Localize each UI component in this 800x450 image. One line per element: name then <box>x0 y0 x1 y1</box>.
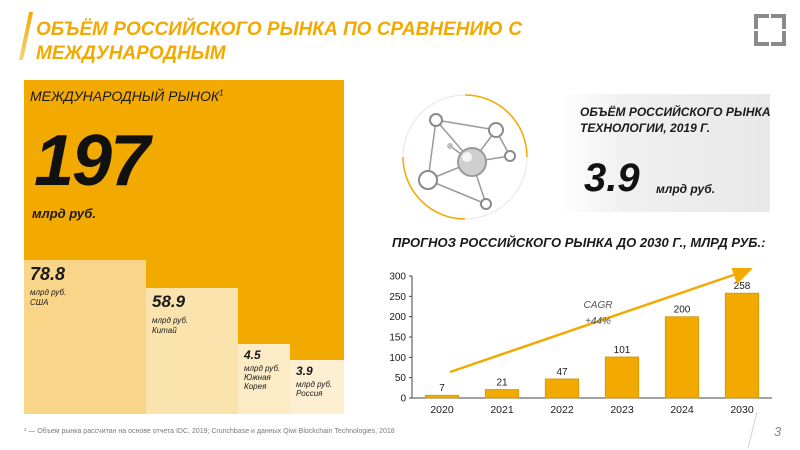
bar-value-label: 200 <box>674 305 691 316</box>
country-unit: млрд руб. Россия <box>296 380 333 398</box>
y-tick-label: 100 <box>389 353 406 364</box>
country-value: 4.5 <box>244 348 261 362</box>
page-number: 3 <box>774 424 782 439</box>
bar-2030 <box>724 292 760 399</box>
cagr-value: +44% <box>585 316 611 327</box>
bar-value-label: 101 <box>614 345 631 356</box>
country-value: 3.9 <box>296 364 313 378</box>
footnote-mark: 1 <box>219 88 224 98</box>
x-tick-label: 2030 <box>730 404 754 416</box>
bar-value-label: 47 <box>556 367 568 378</box>
x-tick-label: 2023 <box>610 404 634 416</box>
y-tick-label: 300 <box>389 272 406 283</box>
russia-market-panel <box>560 94 770 212</box>
country-value: 58.9 <box>152 292 186 311</box>
y-tick-label: 250 <box>389 292 406 303</box>
international-market-label: МЕЖДУНАРОДНЫЙ РЫНОК1 <box>30 88 224 104</box>
bar-value-label: 258 <box>734 281 751 292</box>
cagr-trend-arrow <box>449 268 753 374</box>
x-tick-label: 2020 <box>430 404 454 416</box>
bar-value-label: 21 <box>496 377 508 388</box>
international-market-unit: млрд руб. <box>32 206 96 221</box>
y-tick-label: 0 <box>400 394 406 405</box>
bar-value-label: 7 <box>439 383 445 394</box>
country-block-usa: 78.8 млрд руб. США <box>24 260 146 414</box>
country-block-china: 58.9 млрд руб. Китай <box>146 288 238 414</box>
country-name: США <box>30 298 49 307</box>
cagr-label: CAGR <box>584 300 613 311</box>
international-market-value: 197 <box>34 121 150 201</box>
country-unit: млрд руб. <box>30 288 67 297</box>
x-tick-label: 2021 <box>490 404 514 416</box>
bar-2024 <box>664 316 700 399</box>
x-tick-label: 2022 <box>550 404 574 416</box>
bar-2023 <box>604 356 640 399</box>
y-tick-label: 200 <box>389 312 406 323</box>
footnote-text: ¹ — Объем рынка рассчитан на основе отче… <box>24 428 395 435</box>
country-block-korea: 4.5 млрд руб. Южная Корея <box>238 344 290 414</box>
page-title: ОБЪЁМ РОССИЙСКОГО РЫНКА ПО СРАВНЕНИЮ С М… <box>36 19 522 64</box>
country-unit: млрд руб. Южная Корея <box>244 364 281 391</box>
bar-2020 <box>424 394 460 399</box>
russia-market-value: 3.9 <box>584 156 640 200</box>
russia-market-title: ОБЪЁМ РОССИЙСКОГО РЫНКА ТЕХНОЛОГИИ, 2019… <box>580 105 771 135</box>
bar-2022 <box>544 378 580 399</box>
russia-market-unit: млрд руб. <box>656 182 716 196</box>
country-value: 78.8 <box>30 264 66 284</box>
country-block-russia: 3.9 млрд руб. Россия <box>290 360 344 414</box>
forecast-bar-chart: 0 50 100 150 200 250 300 7 2020 21 2021 47 2022 101 2… <box>389 268 772 416</box>
brand-logo-icon <box>754 14 786 46</box>
y-tick-label: 150 <box>389 333 406 344</box>
title-accent-line <box>18 12 34 60</box>
x-tick-label: 2024 <box>670 404 694 416</box>
y-tick-label: 50 <box>395 373 407 384</box>
country-unit: млрд руб. <box>152 316 189 325</box>
molecule-network-icon <box>402 94 528 220</box>
country-name: Китай <box>152 326 177 335</box>
forecast-chart-title: ПРОГНОЗ РОССИЙСКОГО РЫНКА ДО 2030 г., мл… <box>392 235 766 250</box>
bar-2021 <box>484 389 520 399</box>
